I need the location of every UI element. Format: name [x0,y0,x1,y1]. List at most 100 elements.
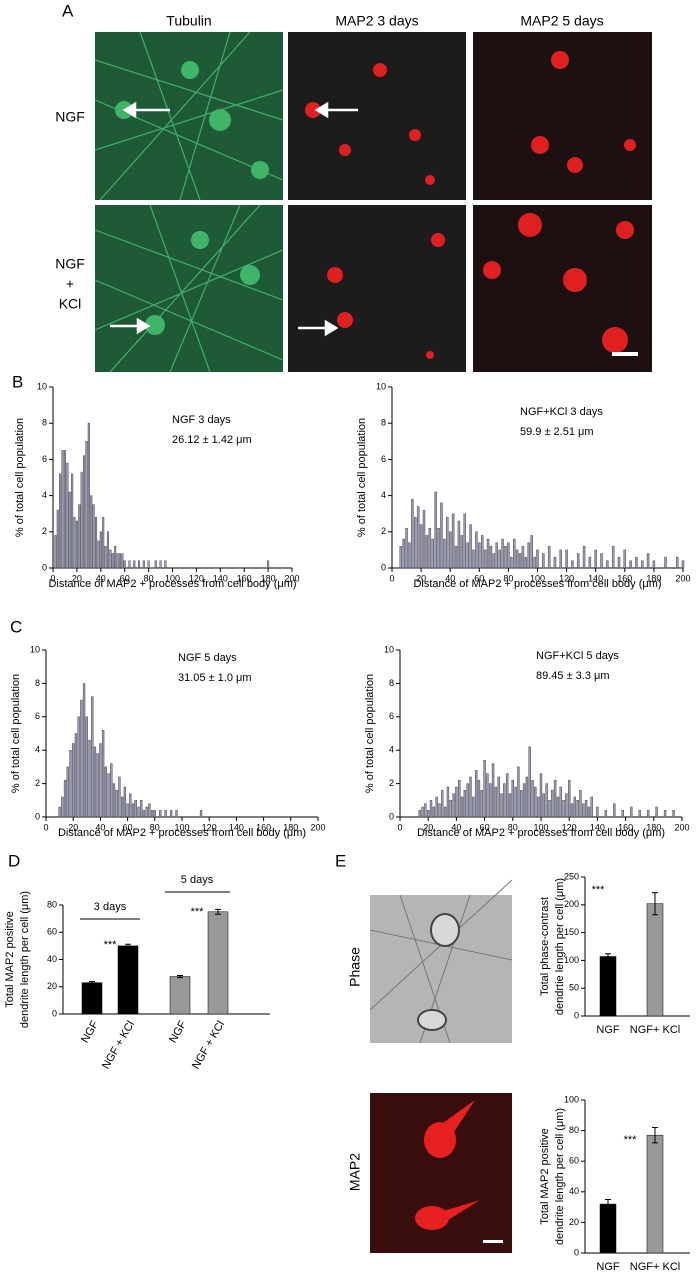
y-axis-label: % of total cell population [10,674,22,793]
bar [599,956,617,1017]
bar [148,803,151,818]
x-tick-label: 160 [237,573,252,583]
x-tick-label: NGF [596,1024,620,1036]
y-axis-label: % of total cell population [14,418,26,537]
bar [672,810,675,818]
bar [432,806,436,818]
y-tick-label: 8 [381,418,386,428]
bar [536,549,539,569]
bar [621,810,624,818]
y-tick-label: 2 [35,778,40,788]
row-label: NGF [55,109,85,125]
error-bar [605,953,611,960]
bar [460,796,464,818]
bar [528,746,531,818]
annotation: 89.45 ± 3.3 μm [536,670,610,682]
bar [91,696,94,818]
bar [169,976,191,1015]
bar [116,553,119,569]
bar [66,462,69,569]
bar [466,783,469,818]
bar [138,560,141,569]
bar [533,556,536,569]
bar [577,553,580,569]
x-axis-label: Distance of MAP2 + processes from cell b… [413,578,661,590]
bar [542,553,545,569]
bar [431,538,434,569]
column-label: MAP2 3 days [335,13,418,29]
annotation: 26.12 ± 1.42 μm [172,434,252,446]
row-label: + [66,276,74,292]
bar [611,546,615,569]
phase-image [369,879,513,1253]
bar [153,810,156,818]
bar [613,803,616,818]
x-tick-label: 140 [213,573,228,583]
y-tick-label: 200 [564,899,579,909]
bar [405,527,408,569]
bar [92,504,95,569]
y-tick-label: 2 [381,526,386,536]
bar [514,786,517,818]
row-label: NGF [55,256,85,272]
bar [68,491,71,569]
annotation: *** [104,939,118,951]
bar [629,560,632,569]
bar [681,560,685,569]
bar [418,810,421,818]
bar [565,793,568,818]
bar [416,506,420,569]
bar [61,796,64,818]
bar [440,502,443,569]
x-tick-label: 0 [50,573,55,583]
y-tick-label: 4 [389,745,394,755]
bar [559,549,562,569]
y-tick-label: 8 [42,418,47,428]
x-tick-label: 80 [150,822,160,832]
x-tick-label: 60 [474,573,484,583]
bar [123,786,127,818]
bar [542,793,546,818]
bar [630,806,633,818]
bar [142,560,145,569]
x-tick-label: 160 [256,822,271,832]
bar [131,803,135,818]
bar [414,517,417,569]
bar [497,776,500,818]
bar [495,542,498,569]
error-bar [89,981,95,985]
y-tick-label: 0 [574,1010,579,1020]
bar [438,803,441,818]
error-bar [652,1127,658,1144]
annotation: 31.05 ± 1.0 μm [178,672,252,684]
bar [109,549,112,569]
x-tick-label: 100 [165,573,180,583]
y-tick-label: 40 [47,954,57,964]
bar [530,535,533,569]
bar [78,504,81,569]
bar [646,810,650,818]
x-tick-label: 0 [43,822,48,832]
x-tick-label: 120 [189,573,204,583]
x-tick-label: 200 [284,573,299,583]
x-axis-label: Distance of MAP2 + processes from cell b… [58,827,306,839]
bar [425,535,429,569]
bar [88,739,91,818]
y-tick-label: 10 [384,644,394,654]
y-tick-label: 2 [389,778,394,788]
y-tick-label: 100 [564,955,579,965]
y-tick-label: 10 [30,644,40,654]
bar [638,810,641,818]
y-axis-label: dendrtie length per cell (μm) [554,878,566,1015]
bar [90,495,93,569]
bar [675,556,679,569]
bar [553,556,557,569]
bar [500,793,503,818]
x-tick-label: NGF+ KCl [630,1024,680,1036]
bar [451,513,455,569]
bar [427,810,430,818]
bar [531,780,534,818]
bar [469,776,472,818]
bar [604,810,608,818]
y-axis-label: % of total cell population [364,674,376,793]
